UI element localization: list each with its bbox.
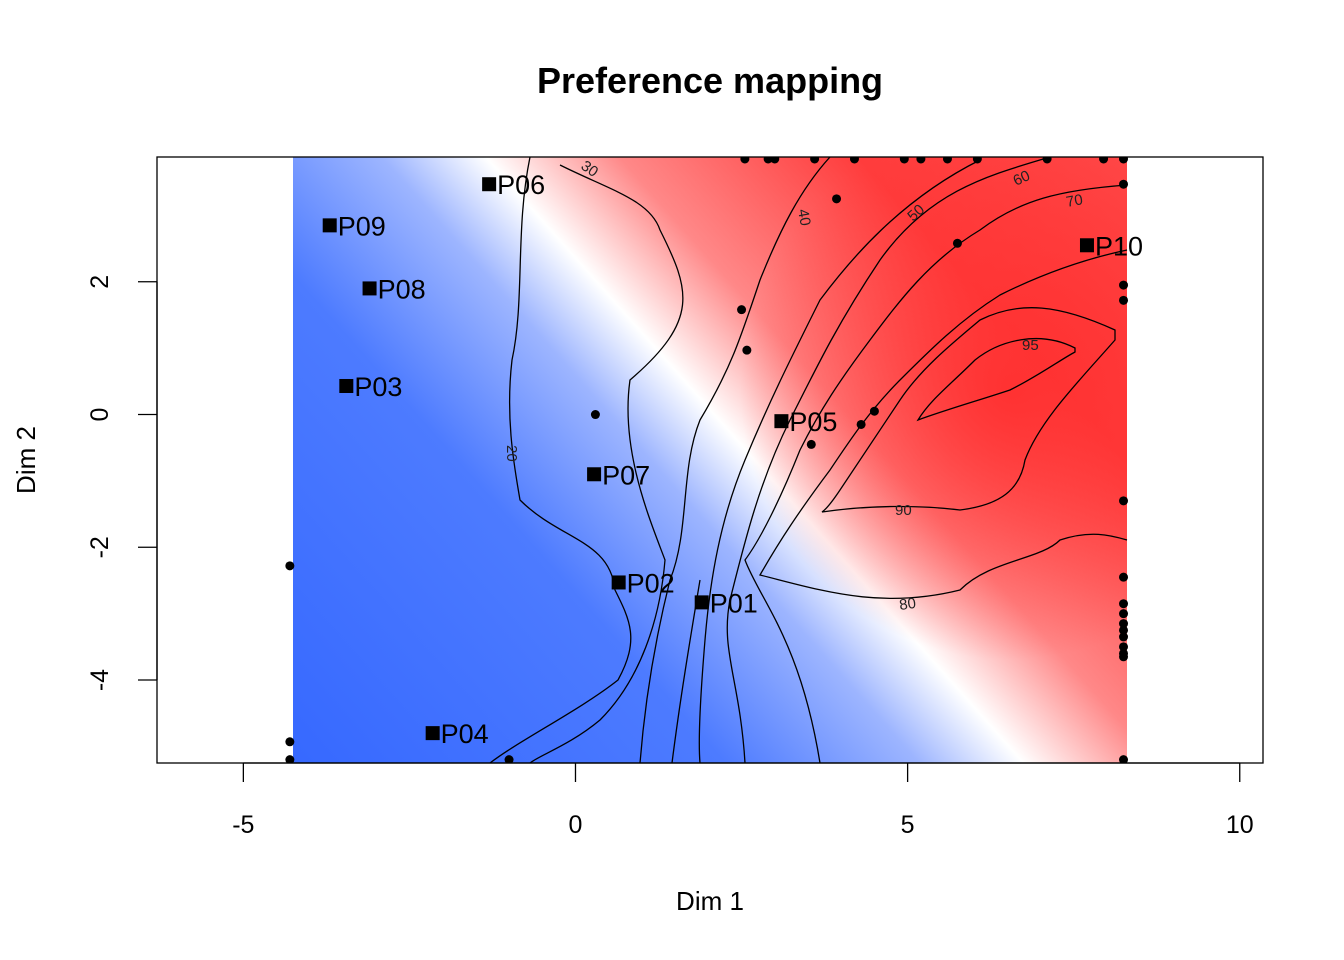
product-marker — [322, 218, 337, 233]
consumer-point — [916, 157, 926, 164]
contour-label-70: 70 — [1065, 191, 1084, 211]
consumer-point — [1119, 625, 1129, 635]
consumer-point — [972, 157, 982, 164]
product-marker — [694, 595, 709, 610]
heatmap — [293, 157, 1127, 763]
heatmap-hotspot — [293, 157, 1127, 763]
y-tick-label: -2 — [86, 536, 114, 558]
contour-label-20: 20 — [503, 445, 520, 462]
contour-lines — [489, 157, 1128, 763]
contour-95 — [916, 337, 1076, 422]
product-label: P04 — [441, 719, 489, 749]
consumer-point — [742, 345, 752, 355]
product-marker — [1079, 238, 1094, 253]
x-tick-label: 10 — [1226, 811, 1254, 839]
consumer-point — [869, 406, 879, 416]
consumer-point — [952, 238, 962, 248]
consumer-point — [1119, 572, 1129, 582]
consumer-point — [1119, 755, 1129, 763]
consumer-point — [590, 410, 600, 420]
contour-label-60: 60 — [1011, 167, 1033, 189]
contour-label-95: 95 — [1022, 337, 1039, 354]
chart-title: Preference mapping — [537, 60, 883, 101]
x-tick-label: 5 — [901, 811, 915, 839]
consumer-point — [856, 419, 866, 429]
consumer-point — [1119, 652, 1129, 662]
consumer-point — [737, 305, 747, 315]
consumer-point — [285, 737, 295, 747]
contour-label-80: 80 — [898, 595, 917, 614]
y-tick-label: 0 — [86, 408, 114, 422]
consumer-point — [1119, 632, 1129, 642]
product-label: P02 — [627, 568, 675, 598]
product-marker — [425, 726, 440, 741]
consumer-point — [285, 561, 295, 571]
product-label: P07 — [602, 460, 650, 490]
consumer-point — [1042, 157, 1052, 164]
consumer-point — [832, 194, 842, 204]
product-marker — [587, 467, 602, 482]
product-label: P03 — [354, 372, 402, 402]
consumer-point — [770, 157, 780, 164]
consumer-point — [1119, 599, 1129, 609]
contour-40 — [639, 157, 831, 763]
product-label: P10 — [1095, 231, 1143, 261]
consumer-point — [1119, 609, 1129, 619]
product-points: P01 P02 P03 P04 P05 P06 P07 P08 P09 P10 — [322, 170, 1143, 749]
x-axis-title: Dim 1 — [676, 886, 744, 916]
x-axis: -5 0 5 10 — [232, 762, 1254, 839]
y-axis-title: Dim 2 — [11, 426, 41, 494]
consumer-point — [740, 157, 750, 164]
product-label: P09 — [338, 211, 386, 241]
y-axis: -4 -2 0 2 — [86, 275, 158, 691]
y-tick-label: 2 — [86, 275, 114, 289]
contour-60 — [726, 157, 1051, 763]
product-marker — [774, 414, 789, 429]
contour-50 — [698, 159, 981, 763]
consumer-point — [806, 439, 816, 449]
consumer-point — [1119, 157, 1129, 164]
consumer-point — [899, 157, 909, 164]
consumer-point — [942, 157, 952, 164]
x-tick-label: -5 — [232, 811, 254, 839]
consumer-point — [1099, 157, 1109, 164]
product-marker — [611, 575, 626, 590]
contour-30 — [529, 164, 684, 763]
consumer-point — [1119, 496, 1129, 506]
contour-label-40: 40 — [794, 208, 814, 227]
product-label: P08 — [378, 274, 426, 304]
product-marker — [482, 177, 497, 192]
consumer-point — [849, 157, 859, 164]
contour-label-30: 30 — [578, 157, 601, 180]
contour-90 — [821, 307, 1116, 513]
consumer-point — [504, 755, 514, 763]
product-label: P05 — [789, 407, 837, 437]
x-tick-label: 0 — [569, 811, 583, 839]
product-label: P01 — [710, 588, 758, 618]
consumer-points — [285, 157, 1129, 763]
consumer-point — [1119, 280, 1129, 290]
product-marker — [339, 378, 354, 393]
product-marker — [362, 281, 377, 296]
consumer-point — [1119, 619, 1129, 629]
consumer-point — [1119, 179, 1129, 189]
consumer-point — [1119, 642, 1129, 652]
contour-80 — [759, 249, 1128, 599]
contour-20 — [489, 157, 632, 763]
consumer-point — [285, 755, 295, 763]
contour-70 — [744, 184, 1128, 763]
contour-labels: 20 30 40 50 60 70 80 90 95 — [503, 157, 1084, 614]
contour-label-90: 90 — [895, 502, 912, 519]
y-tick-label: -4 — [86, 669, 114, 691]
consumer-point — [1119, 295, 1129, 305]
product-label: P06 — [497, 170, 545, 200]
consumer-point — [810, 157, 820, 164]
